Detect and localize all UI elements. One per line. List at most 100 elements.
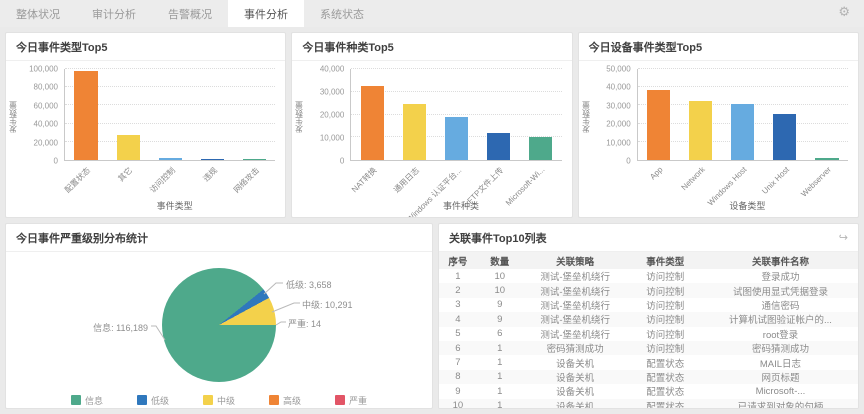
x-category-cell: 网络攻击 bbox=[232, 161, 275, 199]
column-header[interactable]: 序号 bbox=[439, 252, 477, 269]
table-cell: 测试-堡垒机绕行 bbox=[540, 300, 610, 312]
plot bbox=[64, 68, 276, 161]
legend-label: 低级 bbox=[150, 395, 169, 406]
table-cell: 9 bbox=[497, 299, 503, 311]
bar-Unix Host[interactable] bbox=[773, 113, 797, 160]
table-cell: 测试-堡垒机绕行 bbox=[540, 286, 610, 298]
bar-FTP文件上传[interactable] bbox=[486, 132, 511, 160]
table-cell: 1 bbox=[497, 342, 503, 354]
bar-其它[interactable] bbox=[116, 135, 140, 160]
x-category-cell: NAT转换 bbox=[350, 161, 392, 199]
nav-tab-2[interactable]: 告警概况 bbox=[168, 8, 212, 21]
bar-配置状态[interactable] bbox=[74, 70, 98, 160]
legend-swatch bbox=[136, 395, 147, 405]
table-cell: 配置状态 bbox=[646, 387, 685, 399]
table-row[interactable]: 7 1 设备关机 配置状态 MAIL日志 bbox=[439, 355, 858, 370]
legend-label: 高级 bbox=[283, 395, 302, 406]
bar-Microsoft-Wi...[interactable] bbox=[529, 137, 553, 160]
table-cell: 试图使用显式凭据登录 bbox=[732, 286, 828, 298]
nav-tab-3[interactable]: 事件分析 bbox=[228, 0, 304, 27]
table-row[interactable]: 5 6 测试-堡垒机绕行 访问控制 root登录 bbox=[439, 327, 858, 341]
column-header[interactable]: 事件类型 bbox=[627, 252, 703, 269]
table-cell: 设备关机 bbox=[556, 358, 595, 370]
top10-table: 序号 数量 关联策略 事件类型 关联事件名称 1 10 测试-堡垒机绕行 访问控制 登录成功 2 1… bbox=[439, 252, 858, 409]
table-row[interactable]: 3 9 测试-堡垒机绕行 访问控制 通信密码 bbox=[439, 298, 858, 312]
gear-icon[interactable]: ⚙ bbox=[838, 4, 850, 19]
x-tick-label: 违规 bbox=[201, 165, 220, 184]
x-tick-label: 通用日志 bbox=[391, 165, 421, 195]
forward-icon[interactable]: ↪ bbox=[838, 231, 848, 244]
table-cell: 3 bbox=[455, 299, 461, 311]
gridline bbox=[637, 86, 848, 88]
card-header: 今日事件类型Top5 bbox=[6, 33, 286, 61]
bar-违规[interactable] bbox=[200, 158, 224, 160]
nav-tab-0[interactable]: 整体状况 bbox=[16, 8, 60, 21]
table-cell: 9 bbox=[497, 313, 503, 325]
column-header[interactable]: 关联事件名称 bbox=[702, 252, 858, 269]
legend-item-信息[interactable]: 信息 bbox=[70, 394, 103, 407]
x-category-cell: 配置状态 bbox=[63, 161, 106, 199]
bar-Windows Host[interactable] bbox=[731, 103, 755, 160]
gridline bbox=[65, 86, 276, 88]
bar-App[interactable] bbox=[647, 89, 671, 160]
table-cell: 访问控制 bbox=[646, 286, 685, 298]
legend-swatch bbox=[202, 395, 213, 405]
pie-legend: 信息 低级 中级 高级 严重 bbox=[6, 390, 432, 408]
pie-disc[interactable] bbox=[162, 268, 276, 382]
y-tick-label: 10,000 bbox=[606, 138, 631, 148]
table-cell: 4 bbox=[455, 313, 461, 325]
legend-item-低级[interactable]: 低级 bbox=[136, 394, 169, 407]
card-header: 今日事件严重级别分布统计 bbox=[6, 224, 432, 252]
table-cell: 访问控制 bbox=[646, 272, 685, 284]
legend-label: 信息 bbox=[84, 395, 103, 406]
bar-Windows 认证平台...[interactable] bbox=[444, 116, 469, 160]
table-row[interactable]: 4 9 测试-堡垒机绕行 访问控制 计算机试图验证帐户的... bbox=[439, 312, 858, 327]
table-row[interactable]: 10 1 设备关机 配置状态 已请求到对象的句柄 bbox=[439, 398, 858, 409]
table-row[interactable]: 6 1 密码猜测成功 访问控制 密码猜测成功 bbox=[439, 340, 858, 356]
chart-plot-area: 0 10,000 20,000 30,000 40,000 50,000 App Networ… bbox=[593, 65, 858, 217]
card-header: 今日事件种类Top5 bbox=[292, 33, 572, 61]
legend-item-中级[interactable]: 中级 bbox=[202, 394, 235, 407]
table-row[interactable]: 9 1 设备关机 配置状态 Microsoft-... bbox=[439, 384, 858, 399]
x-axis-title: 事件类型 bbox=[156, 201, 193, 211]
nav-tab-4[interactable]: 系统状态 bbox=[320, 8, 364, 21]
card-top10-table: 关联事件Top10列表 ↪ 序号 数量 关联策略 事件类型 关联事件名称 1 10 测试-堡… bbox=[438, 223, 859, 409]
card-event-type-top5: 今日事件类型Top5 发生数量 0 20,000 40,000 60,000 80,000… bbox=[5, 32, 287, 218]
bar-Webserver[interactable] bbox=[815, 158, 839, 160]
gridline bbox=[351, 113, 562, 115]
table-cell: 10 bbox=[452, 400, 464, 409]
bar-访问控制[interactable] bbox=[158, 157, 182, 160]
table-cell: 1 bbox=[497, 400, 503, 409]
table-cell: 访问控制 bbox=[646, 329, 685, 341]
column-header[interactable]: 数量 bbox=[476, 252, 523, 269]
table-row[interactable]: 2 10 测试-堡垒机绕行 访问控制 试图使用显式凭据登录 bbox=[439, 283, 858, 298]
bar-Network[interactable] bbox=[689, 101, 713, 160]
y-axis-title: 发生数量 bbox=[8, 101, 18, 133]
table-cell: 1 bbox=[455, 270, 461, 282]
table-cell: 1 bbox=[497, 371, 503, 383]
column-header[interactable]: 关联策略 bbox=[522, 252, 628, 269]
legend-item-高级[interactable]: 高级 bbox=[269, 394, 301, 407]
bar-NAT转换[interactable] bbox=[360, 86, 384, 160]
y-tick-label: 30,000 bbox=[319, 87, 345, 97]
y-tick-label: 0 bbox=[53, 156, 58, 166]
legend-swatch bbox=[70, 395, 81, 405]
y-tick-label: 30,000 bbox=[606, 101, 631, 111]
table-cell: 6 bbox=[497, 328, 503, 340]
bar-通用日志[interactable] bbox=[402, 104, 426, 160]
card-title-event-kind: 今日事件种类Top5 bbox=[302, 42, 394, 54]
table-row[interactable]: 1 10 测试-堡垒机绕行 访问控制 登录成功 bbox=[439, 269, 858, 284]
x-axis-title: 设备类型 bbox=[729, 201, 766, 211]
y-axis-title: 发生数量 bbox=[294, 101, 304, 133]
x-category-cell: Webserver bbox=[800, 161, 848, 199]
card-severity-distribution: 今日事件严重级别分布统计 低级: 3,658 中级: 10,291 严重: 14… bbox=[5, 223, 433, 409]
gridline bbox=[65, 104, 276, 106]
bar-网络攻击[interactable] bbox=[242, 159, 266, 160]
gridline bbox=[351, 68, 562, 69]
legend-item-严重[interactable]: 严重 bbox=[335, 394, 367, 407]
top-navbar: 整体状况 审计分析 告警概况 事件分析 系统状态 ⚙ bbox=[0, 0, 864, 27]
table-head: 序号 数量 关联策略 事件类型 关联事件名称 bbox=[439, 252, 858, 269]
gridline bbox=[65, 140, 276, 142]
table-row[interactable]: 8 1 设备关机 配置状态 网页标题 bbox=[439, 369, 858, 385]
nav-tab-1[interactable]: 审计分析 bbox=[92, 8, 136, 21]
